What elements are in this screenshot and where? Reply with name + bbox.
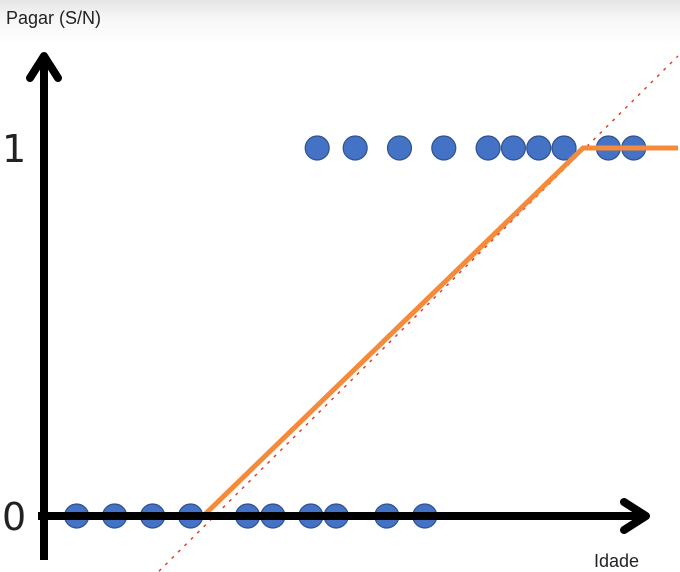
y-tick-label: 0	[2, 495, 26, 539]
x-axis-label: Idade	[594, 551, 639, 571]
clipped-fit-line	[45, 145, 678, 519]
x-axis-arrow-icon	[620, 498, 650, 534]
y-axis-arrow-icon	[26, 52, 62, 82]
tick-labels: 01	[2, 127, 26, 539]
y-axis-label: Pagar (S/N)	[6, 8, 101, 28]
data-point	[304, 135, 330, 161]
data-point	[342, 135, 368, 161]
data-point	[526, 135, 552, 161]
data-point	[475, 135, 501, 161]
data-point	[431, 135, 457, 161]
y-tick-label: 1	[2, 127, 26, 171]
data-point	[386, 135, 413, 161]
data-point	[500, 135, 527, 161]
extended-regression-line	[158, 55, 679, 572]
marks-layer	[45, 55, 679, 572]
data-point	[551, 135, 577, 161]
